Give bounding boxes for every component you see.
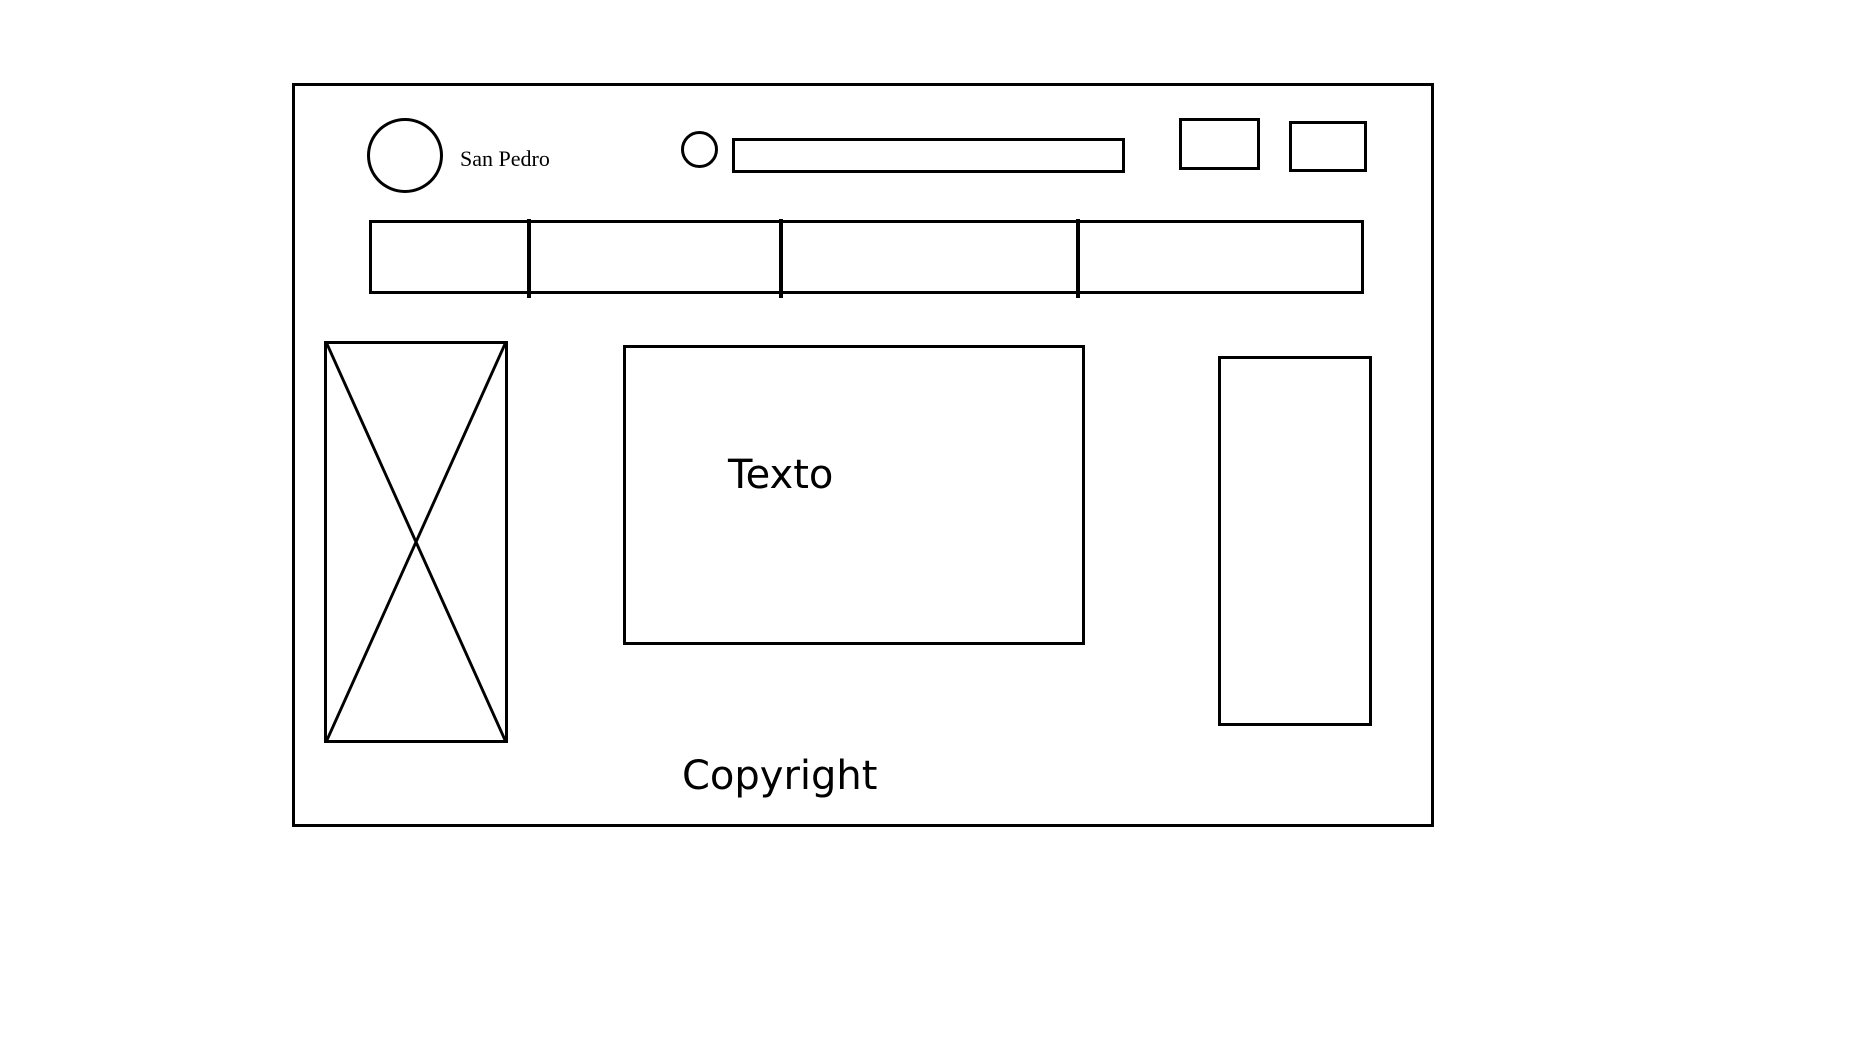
nav-divider <box>1076 219 1080 298</box>
header-button-2[interactable] <box>1289 121 1367 172</box>
nav-divider <box>527 219 531 298</box>
nav-item-1[interactable] <box>369 220 527 294</box>
content-text: Texto <box>728 452 834 498</box>
nav-item-2[interactable] <box>529 220 779 294</box>
image-placeholder <box>324 341 508 743</box>
footer-copyright: Copyright <box>682 753 878 799</box>
page-frame <box>292 83 1434 827</box>
header-button-1[interactable] <box>1179 118 1260 170</box>
nav-item-3[interactable] <box>781 220 1076 294</box>
logo-icon[interactable] <box>367 118 443 193</box>
nav-divider <box>779 219 783 298</box>
search-icon[interactable] <box>681 131 718 168</box>
search-input[interactable] <box>732 138 1125 173</box>
site-name: San Pedro <box>460 146 550 171</box>
nav-item-4[interactable] <box>1078 220 1364 294</box>
nav-bar <box>369 220 1364 294</box>
image-placeholder-icon <box>327 344 505 740</box>
content-box <box>623 345 1085 645</box>
sidebar-box <box>1218 356 1372 726</box>
